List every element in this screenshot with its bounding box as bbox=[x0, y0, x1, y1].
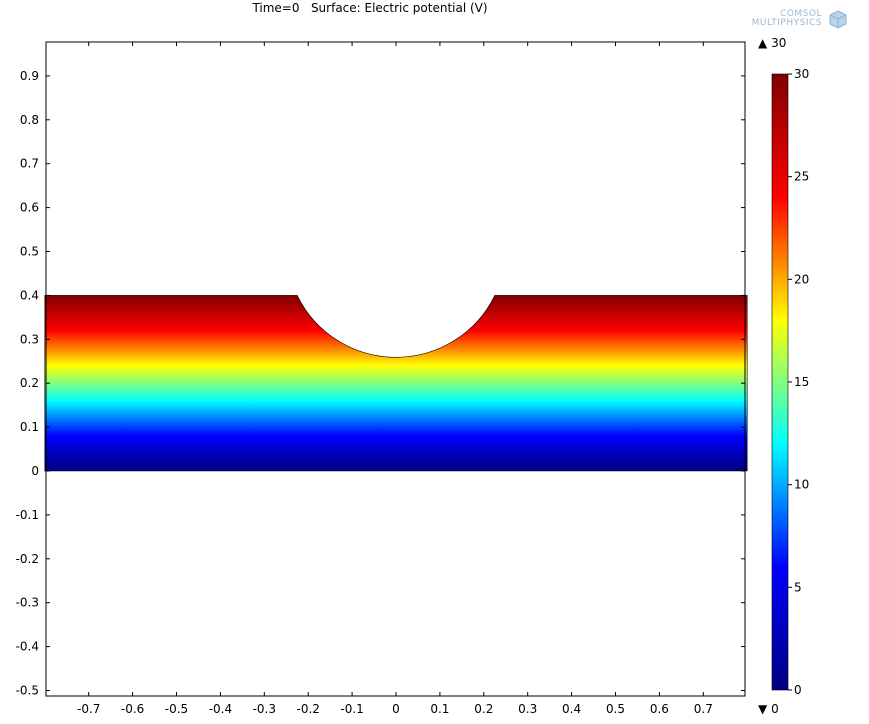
y-tick-label: 0.9 bbox=[20, 69, 39, 83]
y-tick-label: -0.1 bbox=[16, 508, 39, 522]
x-tick-label: -0.4 bbox=[209, 702, 232, 716]
x-tick-label: 0.5 bbox=[606, 702, 625, 716]
x-tick-label: 0.6 bbox=[650, 702, 669, 716]
x-tick-label: -0.2 bbox=[296, 702, 319, 716]
y-tick-label: 0.5 bbox=[20, 245, 39, 259]
x-tick-label: -0.6 bbox=[121, 702, 144, 716]
colorbar-max-label: ▲ 30 bbox=[758, 36, 786, 50]
comsol-cube-icon bbox=[829, 10, 847, 29]
y-tick-label: -0.3 bbox=[16, 596, 39, 610]
x-tick-label: -0.3 bbox=[253, 702, 276, 716]
colorbar-tick-label: 25 bbox=[794, 170, 809, 184]
y-tick-label: 0.8 bbox=[20, 113, 39, 127]
x-tick-label: -0.7 bbox=[77, 702, 100, 716]
y-tick-label: 0.7 bbox=[20, 157, 39, 171]
x-tick-label: -0.1 bbox=[340, 702, 363, 716]
logo-line1: COMSOL bbox=[780, 9, 822, 19]
x-tick-label: 0.2 bbox=[474, 702, 493, 716]
colorbar-tick-label: 20 bbox=[794, 272, 809, 286]
logo-line2: MULTIPHYSICS bbox=[751, 18, 822, 28]
y-tick-label: -0.4 bbox=[16, 640, 39, 654]
colorbar bbox=[771, 73, 789, 691]
colorbar-tick-label: 15 bbox=[794, 375, 809, 389]
comsol-logo: COMSOL MULTIPHYSICS bbox=[732, 8, 852, 32]
plot-title: Time=0 Surface: Electric potential (V) bbox=[252, 1, 488, 15]
colorbar-min-label: ▼ 0 bbox=[758, 702, 779, 716]
x-tick-label: 0.7 bbox=[694, 702, 713, 716]
y-tick-label: -0.5 bbox=[16, 684, 39, 698]
y-tick-label: 0 bbox=[31, 464, 39, 478]
y-tick-label: 0.3 bbox=[20, 332, 39, 346]
potential-surface bbox=[44, 295, 748, 472]
x-tick-label: 0.3 bbox=[518, 702, 537, 716]
colorbar-tick-label: 5 bbox=[794, 580, 802, 594]
colorbar-tick-label: 10 bbox=[794, 478, 809, 492]
x-tick-label: 0.1 bbox=[430, 702, 449, 716]
x-tick-label: 0.4 bbox=[562, 702, 581, 716]
y-tick-label: 0.4 bbox=[20, 288, 39, 302]
y-tick-label: 0.1 bbox=[20, 420, 39, 434]
colorbar-tick-label: 0 bbox=[794, 683, 802, 697]
colorbar-max-value: 30 bbox=[771, 36, 787, 50]
y-tick-label: 0.6 bbox=[20, 201, 39, 215]
colorbar-tick-label: 30 bbox=[794, 67, 809, 81]
triangle-up-icon: ▲ bbox=[758, 36, 768, 50]
y-tick-label: -0.2 bbox=[16, 552, 39, 566]
y-tick-label: 0.2 bbox=[20, 376, 39, 390]
x-tick-label: 0 bbox=[392, 702, 400, 716]
colorbar-min-value: 0 bbox=[771, 702, 779, 716]
x-tick-label: -0.5 bbox=[165, 702, 188, 716]
triangle-down-icon: ▼ bbox=[758, 702, 768, 716]
